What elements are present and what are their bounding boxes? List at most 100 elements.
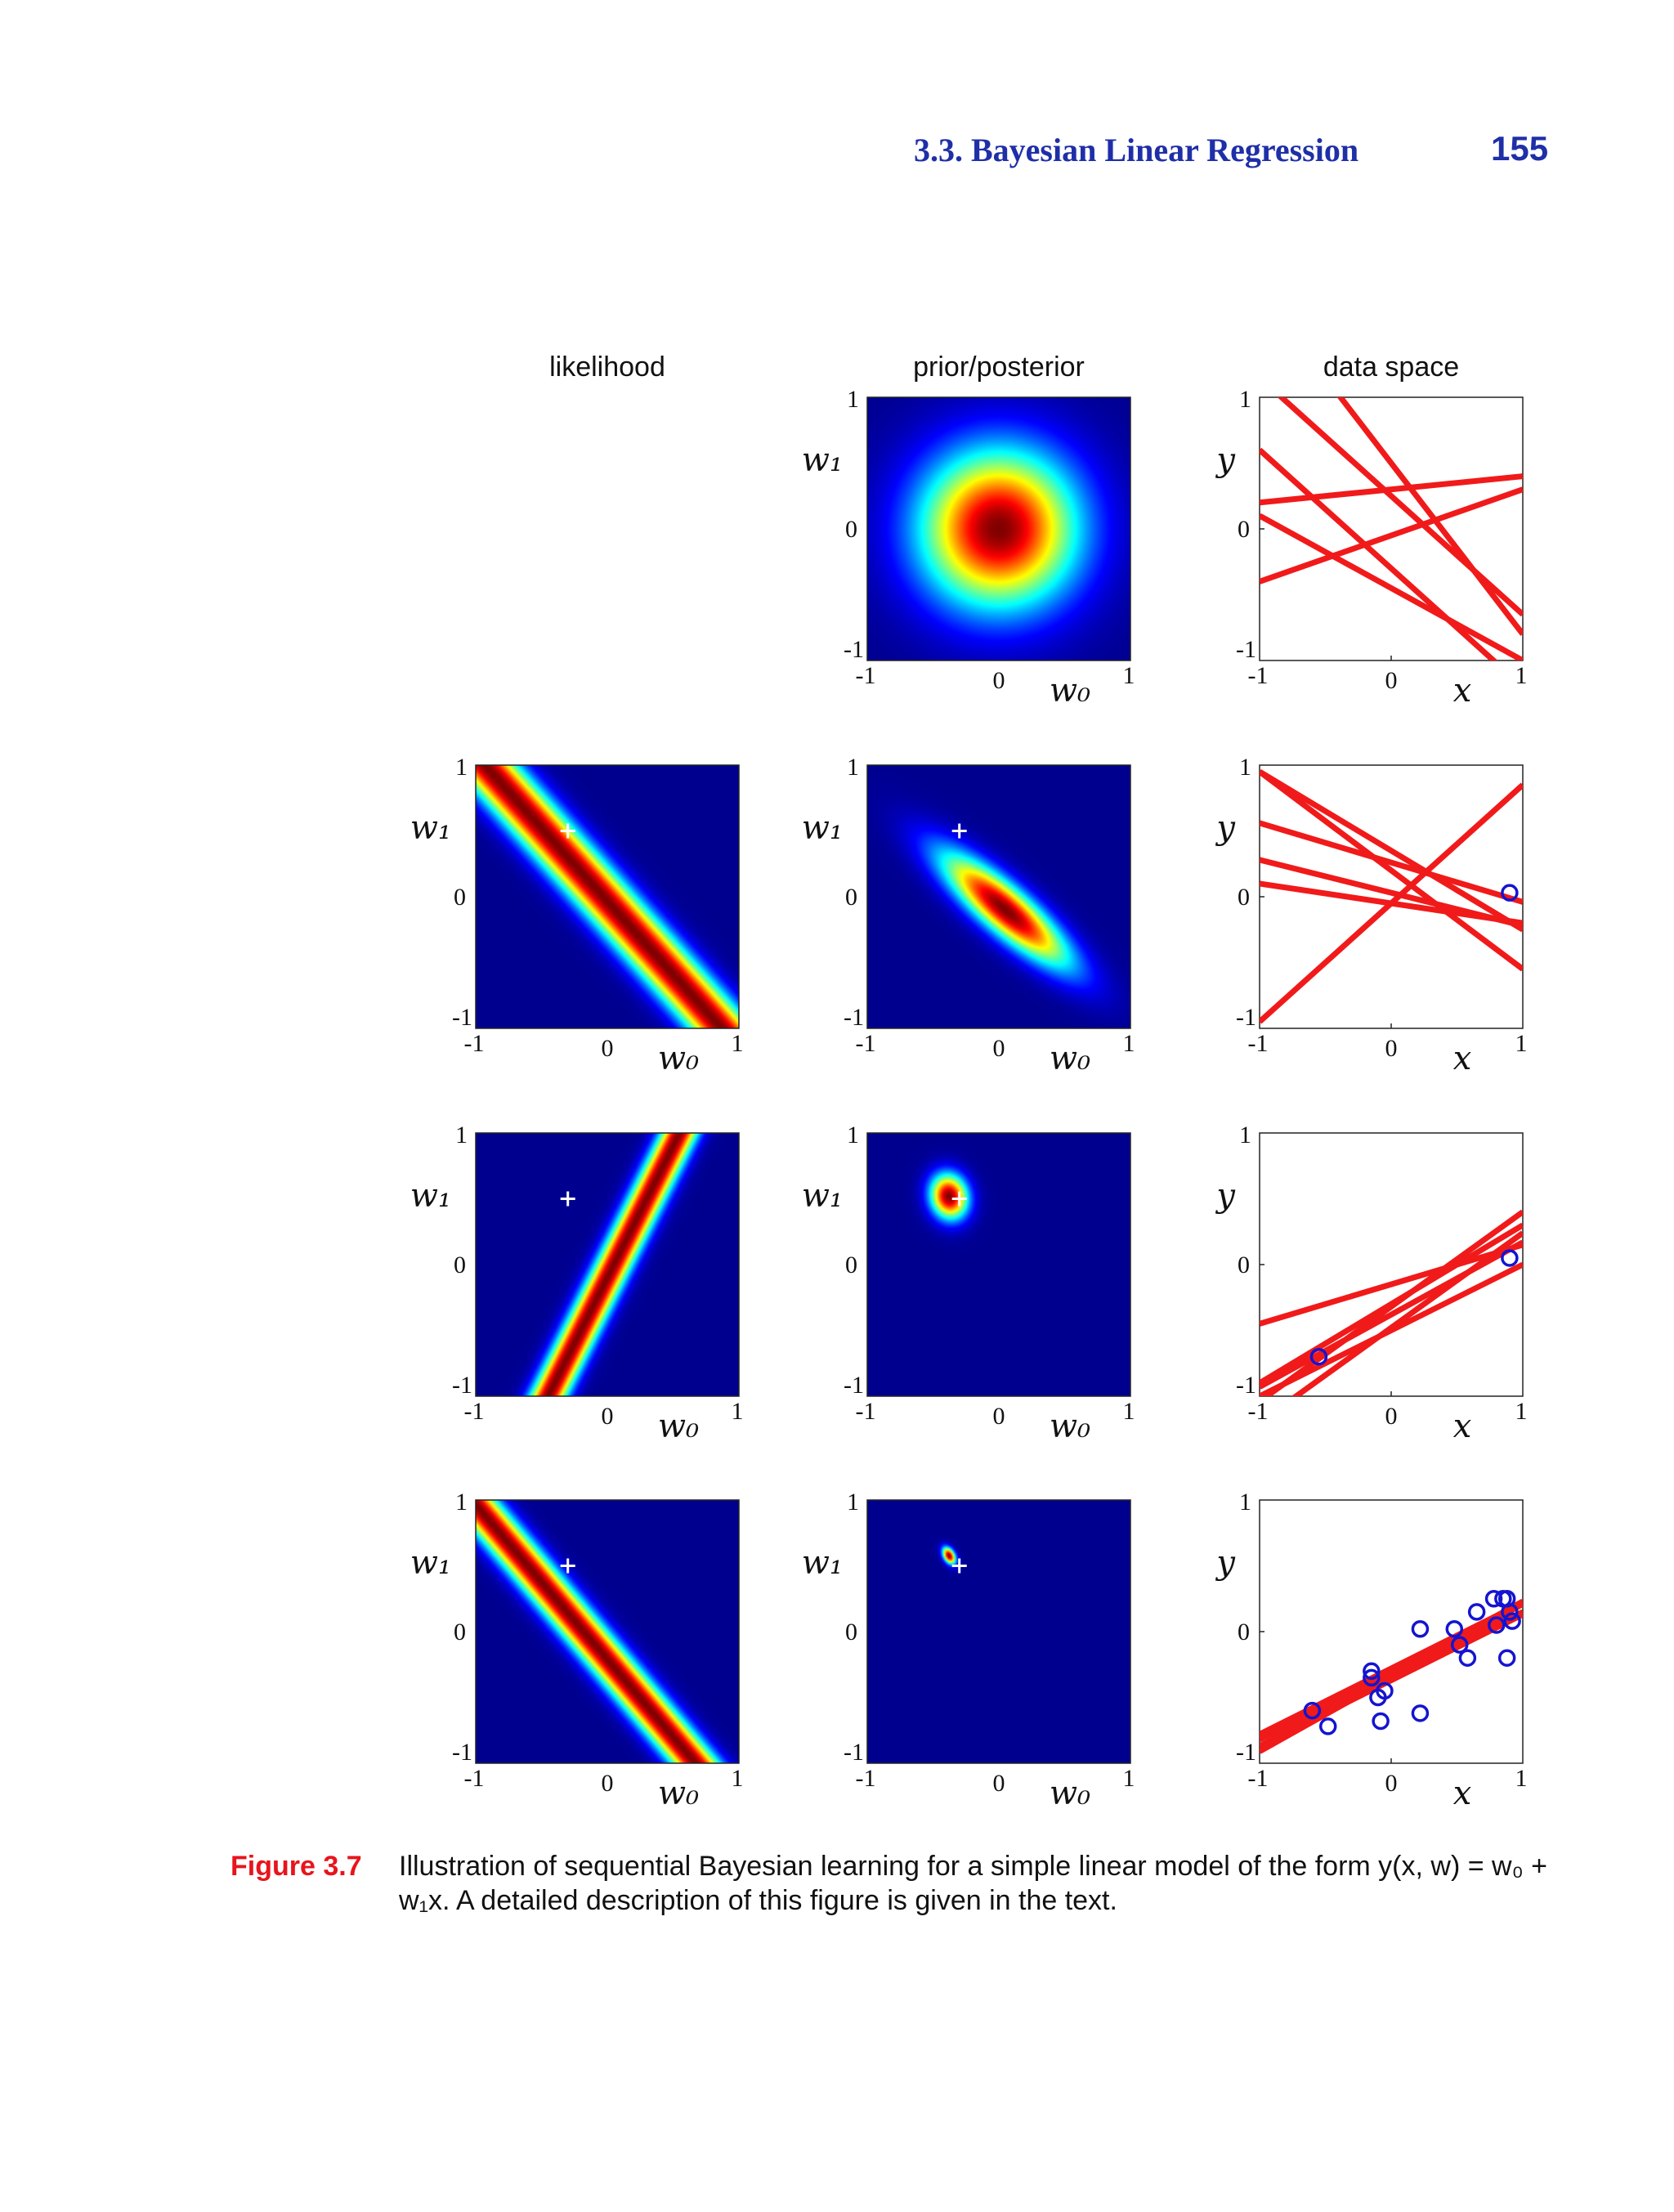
- x-tick-mid-1: 0: [1385, 667, 1398, 694]
- y-axis-label-1: y: [1215, 441, 1236, 479]
- x-tick-min-0: -1: [856, 662, 876, 689]
- y-tick-min-1: -1: [1236, 636, 1256, 663]
- sample-line-5: [1260, 1598, 1523, 1749]
- data-point-3: [1363, 1668, 1381, 1687]
- y-tick-max-6: 1: [847, 1122, 859, 1149]
- x-tick-max-1: 1: [1515, 662, 1528, 689]
- x-tick-max-3: 1: [1123, 1030, 1135, 1057]
- x-axis-label-3: w₀: [1050, 1040, 1090, 1077]
- data-space-plot-3: [1259, 1499, 1524, 1764]
- true-parameter-marker: [951, 1191, 967, 1207]
- page-header: 3.3. Bayesian Linear Regression 155: [0, 0, 1674, 196]
- sample-line-0: [1260, 1242, 1523, 1327]
- x-tick-min-2: -1: [464, 1030, 485, 1057]
- y-axis-label-2: w₁: [410, 809, 451, 847]
- x-tick-min-6: -1: [856, 1398, 876, 1425]
- y-axis-label-7: y: [1215, 1177, 1236, 1215]
- y-tick-min-7: -1: [1236, 1372, 1256, 1399]
- plot-frame: [866, 1132, 1131, 1397]
- y-tick-mid-10: 0: [1238, 1619, 1250, 1646]
- heatmap-image: [476, 1500, 739, 1763]
- plot-frame: [1259, 396, 1524, 661]
- x-tick-mid-2: 0: [602, 1035, 614, 1062]
- x-tick-max-0: 1: [1123, 662, 1135, 689]
- x-tick-max-9: 1: [1123, 1765, 1135, 1792]
- x-axis-label-6: w₀: [1050, 1408, 1090, 1445]
- x-axis-label-4: x: [1453, 1040, 1472, 1077]
- sample-line-5: [1291, 1230, 1523, 1396]
- x-tick-min-9: -1: [856, 1765, 876, 1792]
- data-point-8: [1411, 1620, 1430, 1638]
- data-point-7: [1411, 1704, 1430, 1722]
- y-axis-label-4: y: [1215, 809, 1236, 847]
- posterior-plot-0: [866, 396, 1131, 661]
- x-tick-mid-9: 0: [993, 1770, 1005, 1797]
- heatmap-image: [476, 1133, 739, 1396]
- x-tick-min-7: -1: [1248, 1398, 1269, 1425]
- data-point-9: [1445, 1620, 1464, 1638]
- y-tick-max-10: 1: [1239, 1489, 1251, 1516]
- sample-line-2: [1260, 820, 1523, 905]
- data-point-1: [1318, 1717, 1337, 1735]
- y-tick-mid-4: 0: [1238, 884, 1250, 911]
- data-point-0: [1303, 1701, 1322, 1720]
- plot-frame: [866, 1499, 1131, 1764]
- posterior-plot-2: [866, 1132, 1131, 1397]
- heatmap-image: [867, 765, 1130, 1028]
- data-point-0: [1501, 1249, 1519, 1267]
- data-point-1: [1309, 1347, 1328, 1366]
- x-tick-min-10: -1: [1248, 1765, 1269, 1792]
- y-tick-mid-6: 0: [845, 1252, 857, 1278]
- plot-frame: [475, 764, 740, 1029]
- y-tick-max-4: 1: [1239, 754, 1251, 781]
- page-number: 155: [1491, 129, 1549, 168]
- heatmap-image: [867, 1500, 1130, 1763]
- x-axis-label-8: w₀: [658, 1775, 699, 1812]
- y-tick-mid-2: 0: [454, 884, 466, 911]
- y-tick-max-7: 1: [1239, 1122, 1251, 1149]
- true-parameter-marker: [560, 1191, 575, 1207]
- data-point-12: [1467, 1603, 1486, 1621]
- section-title: 3.3. Bayesian Linear Regression: [914, 132, 1359, 168]
- sample-line-5: [1336, 397, 1523, 636]
- x-tick-max-8: 1: [732, 1765, 744, 1792]
- y-tick-mid-7: 0: [1238, 1252, 1250, 1278]
- data-point-19: [1497, 1590, 1516, 1608]
- plot-frame: [475, 1132, 740, 1397]
- y-tick-mid-0: 0: [845, 516, 857, 543]
- sample-line-5: [1260, 782, 1523, 1024]
- true-parameter-marker: [951, 823, 967, 839]
- y-tick-mid-8: 0: [454, 1619, 466, 1646]
- x-axis-label-7: x: [1453, 1408, 1472, 1445]
- x-tick-mid-8: 0: [602, 1770, 614, 1797]
- data-space-plot-2: [1259, 1132, 1524, 1397]
- x-tick-max-6: 1: [1123, 1398, 1135, 1425]
- data-point-5: [1376, 1681, 1394, 1700]
- x-axis-label-5: w₀: [658, 1408, 699, 1445]
- x-tick-min-1: -1: [1248, 662, 1269, 689]
- y-axis-label-5: w₁: [410, 1177, 451, 1215]
- y-tick-max-1: 1: [1239, 386, 1251, 413]
- x-tick-mid-6: 0: [993, 1403, 1005, 1430]
- plot-frame: [475, 1499, 740, 1764]
- y-axis-label-8: w₁: [410, 1544, 451, 1582]
- y-tick-mid-5: 0: [454, 1252, 466, 1278]
- x-tick-mid-0: 0: [993, 667, 1005, 694]
- y-axis-label-6: w₁: [802, 1177, 843, 1215]
- y-axis-label-9: w₁: [802, 1544, 843, 1582]
- figure-caption-text: Illustration of sequential Bayesian lear…: [399, 1851, 1547, 1916]
- likelihood-plot-3: [475, 1499, 740, 1764]
- heatmap-image: [867, 1133, 1130, 1396]
- data-point-10: [1450, 1636, 1469, 1654]
- x-axis-label-10: x: [1453, 1775, 1472, 1812]
- y-axis-label-10: y: [1215, 1544, 1236, 1582]
- y-tick-min-0: -1: [844, 636, 864, 663]
- y-tick-min-5: -1: [452, 1372, 472, 1399]
- x-tick-mid-5: 0: [602, 1403, 614, 1430]
- x-tick-min-8: -1: [464, 1765, 485, 1792]
- true-parameter-marker: [560, 1558, 575, 1574]
- x-axis-label-1: x: [1453, 672, 1472, 710]
- x-tick-mid-7: 0: [1385, 1403, 1398, 1430]
- y-tick-min-4: -1: [1236, 1004, 1256, 1031]
- data-space-plot-1: [1259, 764, 1524, 1029]
